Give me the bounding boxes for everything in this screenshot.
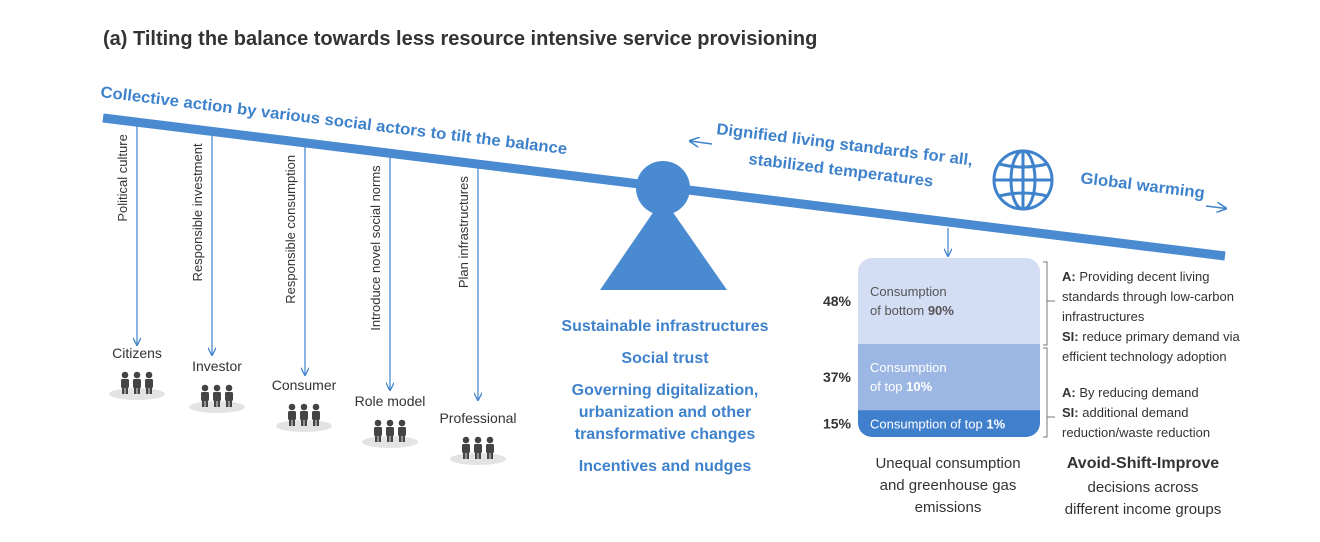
- people-icon: [450, 436, 506, 465]
- share-label: 37%: [823, 369, 852, 385]
- globe-icon: [992, 149, 1054, 211]
- caption-right-title: Avoid-Shift-Improve: [1067, 455, 1219, 472]
- consumption-segment: [858, 258, 1040, 344]
- mechanism-label: Responsible consumption: [283, 155, 298, 304]
- mechanism-label: Plan infrastructures: [456, 176, 471, 288]
- note-text: Providing decent living: [1079, 269, 1209, 284]
- lever-label: Sustainable infrastructures: [561, 318, 768, 335]
- group-label: Consumption: [870, 284, 947, 299]
- group-label: of top: [870, 379, 903, 394]
- note-text: additional demand: [1082, 405, 1188, 420]
- note-line: SI: reduce primary demand via: [1062, 329, 1241, 344]
- note-text: reduce primary demand via: [1082, 329, 1240, 344]
- note-tag: A:: [1062, 385, 1076, 400]
- people-icon: [189, 384, 245, 413]
- note-tag: SI:: [1062, 329, 1079, 344]
- goal-arrow: [690, 141, 713, 144]
- caption-left: emissions: [915, 499, 982, 516]
- share-label: 48%: [823, 293, 852, 309]
- actor-name: Professional: [439, 410, 516, 426]
- lever-label: transformative changes: [575, 426, 756, 443]
- group-label: of bottom: [870, 303, 924, 318]
- people-icon: [362, 419, 418, 448]
- caption-right: decisions across: [1088, 479, 1199, 496]
- note-text: By reducing demand: [1079, 385, 1198, 400]
- mechanism-label: Introduce novel social norms: [368, 165, 383, 331]
- note-line: infrastructures: [1062, 309, 1145, 324]
- mechanism-label: Political culture: [115, 134, 130, 221]
- actor-name: Citizens: [112, 345, 162, 361]
- note-text: reduction/waste reduction: [1062, 425, 1210, 440]
- note-line: reduction/waste reduction: [1062, 425, 1210, 440]
- group-label: Consumption: [870, 360, 947, 375]
- risk-arrow: [1205, 206, 1226, 209]
- bracket: [1043, 347, 1055, 438]
- actor-name: Investor: [192, 358, 242, 374]
- caption-left: Unequal consumption: [875, 455, 1020, 472]
- group-label: of top 10%: [870, 379, 933, 394]
- title: (a) Tilting the balance towards less res…: [103, 28, 817, 50]
- note-text: efficient technology adoption: [1062, 349, 1227, 364]
- note-line: A: By reducing demand: [1062, 385, 1199, 400]
- lever-label: urbanization and other: [579, 404, 751, 421]
- group-label: Consumption of top 1%: [870, 417, 1006, 432]
- lever-label: Governing digitalization,: [572, 382, 759, 399]
- people-icon: [276, 403, 332, 432]
- mechanism-label: Responsible investment: [190, 143, 205, 281]
- risk-label: Global warming: [1080, 170, 1206, 202]
- note-tag: SI:: [1062, 405, 1079, 420]
- note-line: SI: additional demand: [1062, 405, 1189, 420]
- group-highlight: 10%: [906, 379, 932, 394]
- note-text: standards through low-carbon: [1062, 289, 1234, 304]
- consumption-block: [858, 258, 1040, 437]
- note-tag: A:: [1062, 269, 1076, 284]
- note-text: infrastructures: [1062, 309, 1145, 324]
- group-label: of bottom 90%: [870, 303, 954, 318]
- note-line: A: Providing decent living: [1062, 269, 1209, 284]
- lever-label: Social trust: [621, 350, 709, 367]
- actor-name: Consumer: [272, 377, 337, 393]
- note-line: efficient technology adoption: [1062, 349, 1227, 364]
- consumption-segment: [858, 410, 1040, 437]
- people-icon: [109, 371, 165, 400]
- caption-right: different income groups: [1065, 501, 1221, 518]
- fulcrum-pivot: [636, 161, 690, 215]
- actor-name: Role model: [355, 393, 426, 409]
- bracket: [1043, 261, 1055, 346]
- group-highlight: 1%: [986, 417, 1005, 432]
- group-highlight: 90%: [928, 303, 954, 318]
- group-label: Consumption of top: [870, 417, 983, 432]
- share-label: 15%: [823, 416, 852, 432]
- fulcrum: [600, 198, 727, 290]
- lever-label: Incentives and nudges: [579, 458, 752, 475]
- note-line: standards through low-carbon: [1062, 289, 1234, 304]
- caption-left: and greenhouse gas: [880, 477, 1017, 494]
- consumption-segment: [858, 343, 1040, 411]
